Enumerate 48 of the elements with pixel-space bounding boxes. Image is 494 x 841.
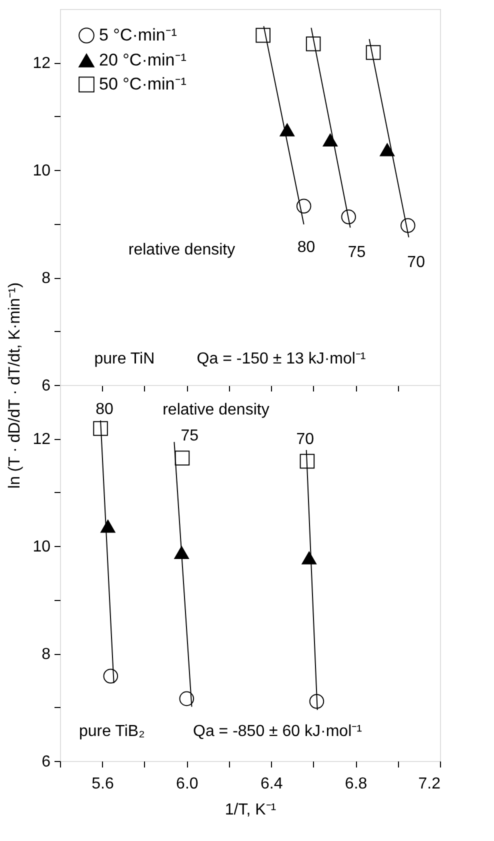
annotation: 75 [180,427,199,444]
annotation: 80 [96,401,114,418]
annotation: 70 [407,254,426,272]
point [322,134,338,147]
x-tick-label: 6.4 [260,776,283,792]
point [100,520,116,533]
point [103,668,118,684]
y-tick-label: 8 [42,646,51,664]
y-tick-label: 10 [32,538,51,556]
y-tick-label: 8 [42,270,51,288]
annotation: Qa = -150 ± 13 kJ·mol⁻¹ [196,350,366,368]
annotation: relative density [128,242,236,259]
annotation: 75 [348,244,366,261]
point [341,209,356,224]
point [302,551,317,564]
annotation: 80 [297,239,316,256]
legend-label: 20 °C·min⁻¹ [99,50,187,70]
point [300,454,315,469]
x-tick-label: 5.6 [92,776,114,792]
point [306,36,321,52]
annotation: 70 [296,430,314,448]
x-tick-label: 6.8 [344,776,368,792]
point [174,450,190,466]
y-tick-label: 6 [42,378,51,394]
legend-label: 50 °C·min⁻¹ [99,74,187,94]
x-tick-label: 7.2 [418,776,441,792]
y-tick-label: 12 [32,55,51,72]
point [174,546,189,560]
x-tick-label: 6.0 [176,776,198,792]
point [280,123,295,136]
legend-label: 5 °C·min⁻¹ [99,26,178,44]
annotation: Qa = -850 ± 60 kJ·mol⁻¹ [193,722,362,740]
y-tick-label: 12 [32,431,51,448]
annotation: pure TiB₂ [79,722,145,740]
y-tick-label: 10 [32,162,51,180]
point [179,691,194,706]
point [296,198,312,214]
point [256,28,270,43]
annotation: relative density [162,401,270,418]
y-axis-title: ln (T · dD/dT · dT/dt, K·min⁻¹) [6,282,24,489]
point [93,421,108,436]
y-tick-label: 6 [42,754,51,770]
point [366,45,381,60]
point [400,218,416,233]
annotation: pure TiN [94,350,155,368]
point [380,143,395,156]
point [309,694,324,709]
x-axis-title: 1/T, K⁻¹ [224,802,276,818]
